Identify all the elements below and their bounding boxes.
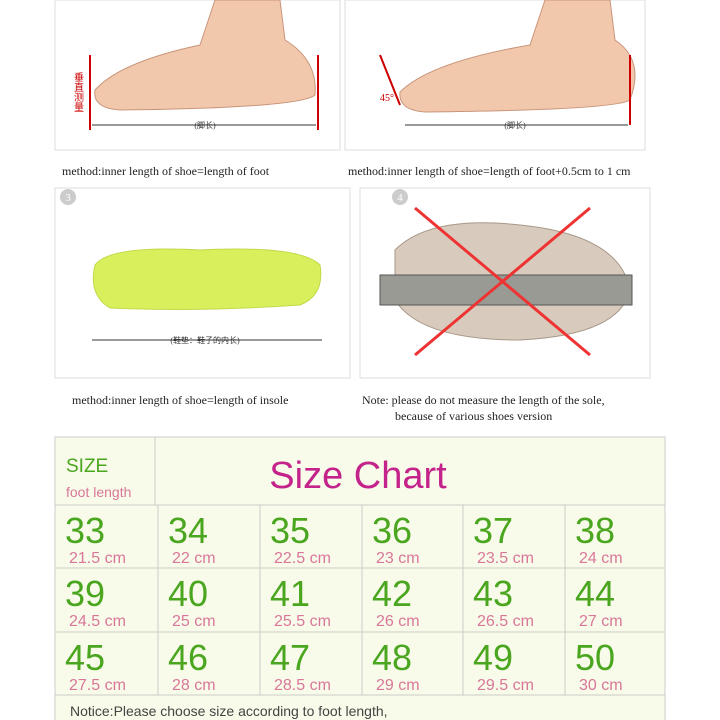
size-table: SIZE foot length Size Chart Notice:Pleas… [54, 436, 666, 720]
panel-4: 4 Note: please do not measure the length… [359, 187, 651, 423]
label: 45° [380, 93, 394, 104]
foot-length: 27.5 cm [69, 677, 126, 694]
panel-2: 45° (脚长) method:inner length of shoe=len… [344, 0, 646, 178]
size-value: 34 [168, 510, 208, 551]
number-badge [60, 189, 76, 205]
label: (鞋垫：鞋子的内长) [170, 335, 240, 345]
size-value: 37 [473, 510, 513, 551]
label: (脚长) [194, 120, 216, 130]
number: 3 [65, 192, 71, 204]
number: 4 [397, 192, 403, 204]
size-value: 49 [473, 637, 513, 678]
foot-length: 26.5 cm [477, 613, 534, 630]
caption: method:inner length of shoe=length of in… [72, 393, 288, 407]
number-badge [392, 189, 408, 205]
foot-length: 26 cm [376, 613, 420, 630]
size-value: 33 [65, 510, 105, 551]
size-value: 39 [65, 573, 105, 614]
cross [414, 206, 591, 357]
size-value: 47 [270, 637, 310, 678]
table-bg [54, 436, 666, 720]
size-value: 50 [575, 637, 615, 678]
size-value: 43 [473, 573, 513, 614]
foot-length: 21.5 cm [69, 550, 126, 567]
foot-length: 25 cm [172, 613, 216, 630]
foot-length: 27 cm [579, 613, 623, 630]
caption: method:inner length of shoe=length of fo… [62, 164, 270, 178]
foot-length: 24.5 cm [69, 613, 126, 630]
label: (脚长) [504, 120, 526, 130]
size-value: 45 [65, 637, 105, 678]
size-value: 42 [372, 573, 412, 614]
foot-length: 24 cm [579, 550, 623, 567]
length-header: foot length [66, 484, 131, 500]
foot-length: 23.5 cm [477, 550, 534, 567]
foot [94, 0, 316, 111]
caption: method:inner length of shoe=length of fo… [348, 164, 631, 178]
size-header: SIZE [66, 456, 108, 477]
foot-length: 30 cm [579, 677, 623, 694]
size-value: 36 [372, 510, 412, 551]
size-value: 46 [168, 637, 208, 678]
table-title: Size Chart [269, 455, 447, 497]
foot-length: 29 cm [376, 677, 420, 694]
panel-1: 垂直测量 (脚长) method:inner length of shoe=le… [54, 0, 341, 178]
foot-length: 28 cm [172, 677, 216, 694]
size-value: 38 [575, 510, 615, 551]
panel-3: 3 (鞋垫：鞋子的内长) method:inner length of shoe… [54, 187, 351, 407]
foot [399, 0, 636, 113]
measure-line [379, 54, 401, 106]
insole [92, 248, 322, 310]
foot-length: 22.5 cm [274, 550, 331, 567]
notice: Notice:Please choose size according to f… [70, 703, 388, 719]
foot-length: 29.5 cm [477, 677, 534, 694]
foot-length: 22 cm [172, 550, 216, 567]
size-value: 44 [575, 573, 615, 614]
label: 垂直测量 [72, 72, 84, 112]
caption: Note: please do not measure the length o… [362, 393, 605, 407]
size-value: 41 [270, 573, 310, 614]
foot-length: 23 cm [376, 550, 420, 567]
foot-length: 25.5 cm [274, 613, 331, 630]
caption: because of various shoes version [395, 409, 552, 423]
size-value: 35 [270, 510, 310, 551]
foot-length: 28.5 cm [274, 677, 331, 694]
size-value: 40 [168, 573, 208, 614]
size-value: 48 [372, 637, 412, 678]
